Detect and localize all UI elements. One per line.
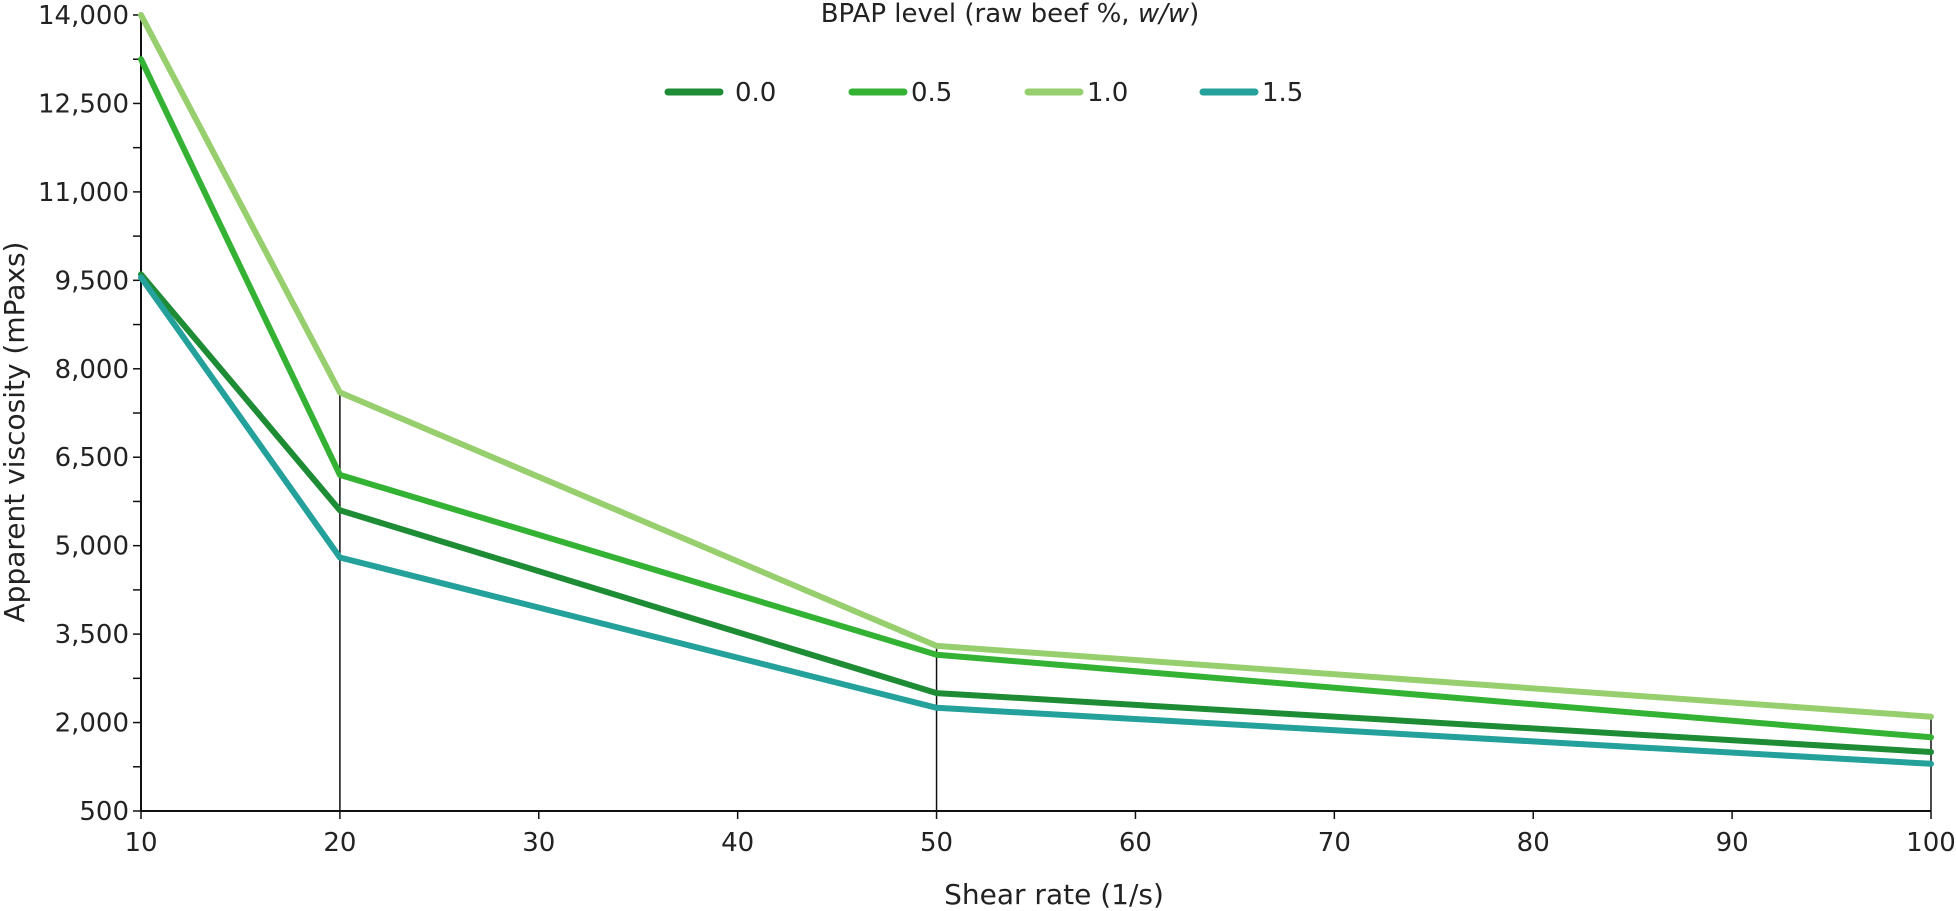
axes	[133, 14, 1932, 819]
x-tick-label: 60	[1119, 828, 1152, 858]
x-tick-label: 30	[522, 828, 555, 858]
series-lines	[138, 12, 1934, 767]
y-tick-label: 2,000	[55, 709, 129, 739]
y-tick-label: 9,500	[55, 266, 129, 296]
legend-title-main: BPAP level (raw beef %,	[821, 0, 1138, 29]
x-tick-label: 100	[1906, 828, 1956, 858]
series-line-0.0	[138, 271, 1934, 755]
tick-labels: 500 2,000 3,500 5,000 6,500 8,000 9,500 11,000 1…	[38, 1, 1956, 858]
legend-label-1.0: 1.0	[1087, 78, 1128, 108]
x-axis-title: Shear rate (1/s)	[944, 878, 1164, 911]
x-tick-label: 90	[1716, 828, 1749, 858]
y-tick-label: 11,000	[38, 178, 129, 208]
x-tick-label: 70	[1318, 828, 1351, 858]
y-tick-label: 6,500	[55, 443, 129, 473]
series-line-0.5	[138, 56, 1934, 741]
x-tick-label: 50	[920, 828, 953, 858]
x-tick-label: 20	[323, 828, 356, 858]
legend-title-end: )	[1189, 0, 1199, 29]
x-tick-label: 10	[124, 828, 157, 858]
legend-title-italic: w/w	[1138, 0, 1190, 29]
legend-label-1.5: 1.5	[1262, 78, 1303, 108]
y-tick-label: 500	[79, 797, 129, 827]
legend-label-0.0: 0.0	[735, 78, 776, 108]
x-tick-label: 40	[721, 828, 754, 858]
y-axis-title: Apparent viscosity (mPaxs)	[0, 242, 31, 623]
y-tick-label: 14,000	[38, 1, 129, 31]
legend-title: BPAP level (raw beef %, w/w)	[821, 0, 1200, 29]
y-tick-label: 3,500	[55, 620, 129, 650]
legend-label-0.5: 0.5	[911, 78, 952, 108]
y-tick-label: 8,000	[55, 355, 129, 385]
legend: 0.0 0.5 1.0 1.5	[664, 78, 1303, 108]
x-tick-label: 80	[1517, 828, 1550, 858]
y-tick-label: 5,000	[55, 532, 129, 562]
series-line-1.0	[138, 12, 1934, 720]
y-tick-label: 12,500	[38, 89, 129, 119]
series-line-1.5	[138, 274, 1934, 767]
